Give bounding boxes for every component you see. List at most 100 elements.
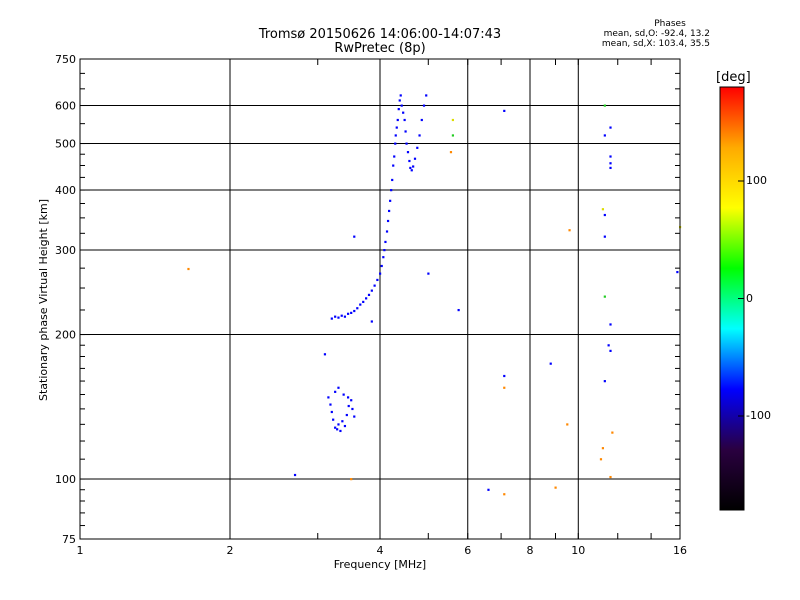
data-point	[386, 219, 390, 223]
data-point	[420, 118, 423, 122]
y-tick-label: 100	[55, 473, 76, 486]
data-point	[382, 256, 385, 259]
data-point	[416, 146, 419, 149]
y-tick-label: 500	[55, 138, 76, 151]
data-point	[395, 126, 398, 129]
grid-lines	[80, 59, 680, 539]
plot-frame	[79, 58, 681, 540]
y-tick-labels: 75 100 200 300 400 500 600 750	[55, 53, 76, 546]
data-point	[330, 317, 333, 320]
data-point	[676, 270, 679, 274]
data-point	[347, 404, 350, 408]
data-point	[609, 166, 612, 170]
data-point	[384, 240, 387, 244]
data-point	[503, 386, 506, 389]
y-tick-label: 600	[55, 100, 76, 113]
data-point	[609, 126, 612, 129]
data-point	[334, 315, 337, 318]
phases-mean-o: mean, sd,O: -92.4, 13.2	[603, 29, 710, 39]
data-point	[607, 344, 610, 347]
y-tick-label: 75	[62, 533, 76, 546]
data-point	[398, 99, 401, 102]
data-point	[350, 311, 353, 314]
data-point	[337, 316, 340, 319]
data-point	[334, 426, 337, 429]
data-point	[487, 488, 490, 491]
data-point	[549, 362, 552, 365]
data-point	[503, 493, 506, 496]
data-point	[293, 473, 297, 477]
data-point	[389, 199, 392, 202]
data-point	[425, 94, 428, 97]
x-tick-label: 10	[571, 544, 585, 557]
x-tick-label: 8	[527, 544, 534, 557]
colorbar-tick-label: 0	[746, 291, 753, 305]
data-point	[603, 380, 606, 383]
data-point	[410, 169, 413, 172]
data-point	[346, 396, 350, 399]
phases-heading: Phases	[654, 19, 686, 29]
data-point	[327, 396, 330, 399]
data-point	[353, 415, 356, 418]
data-point	[413, 157, 417, 160]
data-point	[383, 249, 386, 252]
data-point	[388, 209, 391, 213]
data-point	[337, 386, 340, 389]
data-point	[353, 309, 356, 313]
data-point	[402, 111, 405, 114]
phases-legend: Phases mean, sd,O: -92.4, 13.2 mean, sd,…	[600, 19, 710, 49]
data-point	[609, 475, 612, 479]
data-point	[603, 134, 606, 137]
x-tick-label: 6	[464, 544, 471, 557]
data-point	[351, 407, 354, 411]
data-point	[601, 208, 605, 211]
y-tick-label: 200	[55, 329, 76, 342]
data-point	[341, 420, 344, 423]
colorbar-label: [deg]	[716, 70, 751, 85]
colorbar-tick-label: -100	[746, 409, 771, 422]
data-point	[393, 155, 396, 158]
data-point	[601, 447, 605, 450]
data-point	[370, 320, 373, 323]
data-point	[568, 229, 571, 232]
colorbar-ticks	[738, 180, 744, 417]
data-point	[609, 155, 612, 158]
data-point	[340, 314, 343, 317]
data-point	[397, 108, 400, 111]
data-point	[350, 478, 353, 481]
data-point	[334, 390, 337, 393]
data-point	[394, 134, 397, 137]
y-tick-label: 300	[55, 244, 76, 257]
data-point	[418, 134, 421, 137]
data-point	[379, 272, 382, 275]
x-axis-label: Frequency [MHz]	[334, 558, 426, 571]
data-point	[362, 300, 365, 304]
data-point	[187, 267, 190, 271]
data-point	[332, 418, 335, 421]
data-point	[337, 423, 340, 426]
data-point	[376, 278, 379, 282]
data-point	[609, 323, 612, 326]
data-point	[359, 303, 362, 306]
y-tick-label: 400	[55, 184, 76, 197]
data-point	[405, 142, 408, 145]
data-point	[391, 178, 394, 182]
data-point	[609, 162, 612, 165]
data-point	[373, 284, 376, 287]
data-point	[599, 458, 603, 461]
data-point	[408, 159, 411, 163]
data-point	[350, 399, 353, 402]
data-point	[353, 235, 356, 238]
data-point	[343, 424, 347, 428]
chart-title: Tromsø 20150626 14:06:00-14:07:43	[258, 27, 502, 42]
data-point	[385, 230, 389, 233]
data-point	[603, 235, 606, 238]
data-point	[336, 428, 339, 431]
data-point	[356, 307, 359, 310]
data-point	[603, 213, 606, 217]
data-point	[451, 134, 455, 137]
data-point	[449, 151, 453, 154]
x-tick-label: 4	[377, 544, 384, 557]
x-tick-labels: 1 2 4 6 8 10 16	[77, 544, 688, 557]
data-point	[457, 308, 460, 312]
